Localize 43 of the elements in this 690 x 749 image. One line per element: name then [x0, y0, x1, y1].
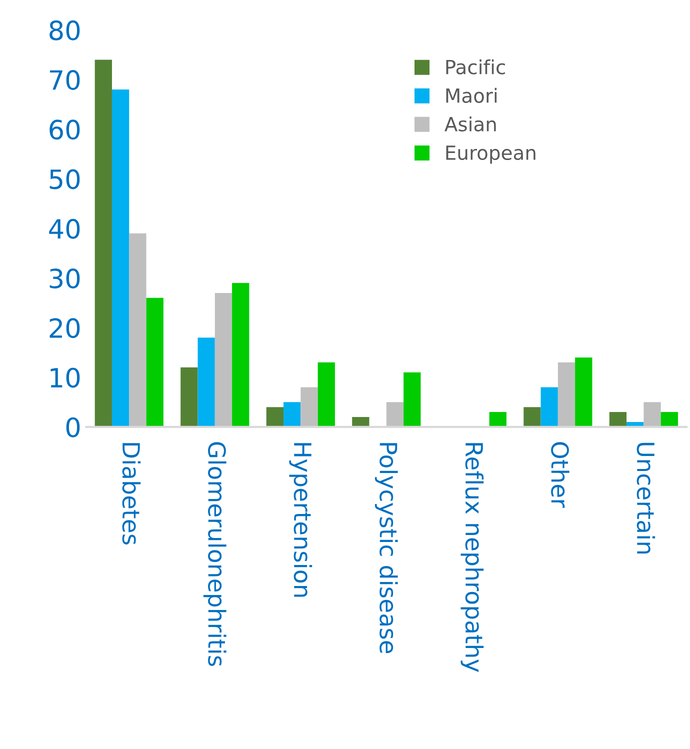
x-tick-label: Polycystic disease	[374, 443, 398, 654]
bar	[558, 362, 576, 427]
bar	[524, 407, 541, 427]
legend-label: Asian	[444, 116, 496, 132]
bar	[318, 362, 335, 427]
y-tick-label: 70	[50, 70, 80, 90]
x-tick-label: Uncertain	[636, 442, 656, 554]
x-tick-label: Glomerulonephritis	[203, 442, 226, 666]
bar	[540, 387, 558, 427]
bar	[352, 417, 370, 427]
bar	[660, 412, 678, 427]
bar	[283, 402, 301, 427]
y-tick-label: 20	[50, 318, 80, 338]
legend-label: European	[446, 146, 536, 164]
y-tick-label: 10	[50, 368, 80, 388]
y-tick-label: 0	[66, 417, 80, 438]
bar	[112, 90, 130, 427]
bar	[266, 407, 284, 427]
y-tick-label: 80	[50, 20, 80, 40]
x-tick-label: Hypertension	[289, 443, 312, 597]
legend-label: Pacific	[446, 59, 505, 74]
bar	[232, 283, 250, 427]
bar	[180, 367, 198, 427]
bar	[94, 60, 112, 427]
bar	[386, 402, 404, 427]
bar	[198, 338, 215, 427]
x-tick-label: Diabetes	[122, 443, 141, 544]
bar	[644, 402, 661, 427]
x-tick-label: Reflux nephropathy	[460, 443, 484, 672]
x-tick-label: Other	[551, 442, 570, 508]
bar	[404, 372, 421, 427]
bar	[489, 412, 506, 427]
y-tick-label: 60	[50, 120, 80, 140]
legend-label: Maori	[446, 88, 497, 103]
y-tick-label: 40	[49, 218, 80, 239]
bar	[609, 412, 627, 427]
y-tick-label: 30	[50, 268, 80, 288]
bar	[146, 298, 164, 427]
bar	[214, 292, 232, 427]
bar	[129, 233, 146, 427]
y-tick-label: 50	[50, 169, 80, 190]
bar	[300, 387, 318, 427]
bar	[575, 357, 592, 427]
